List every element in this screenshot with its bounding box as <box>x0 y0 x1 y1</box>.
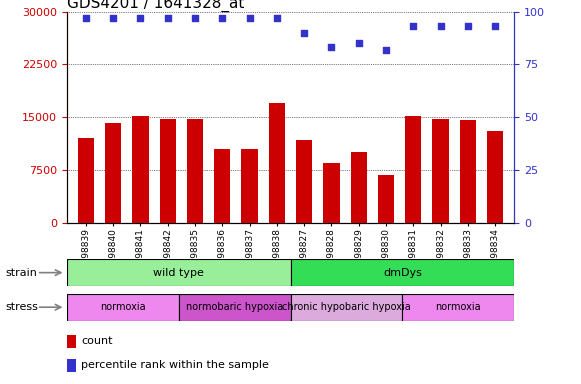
Point <box>136 15 145 21</box>
Text: chronic hypobaric hypoxia: chronic hypobaric hypoxia <box>282 302 411 312</box>
Point <box>354 40 363 46</box>
Point <box>436 23 445 30</box>
Point <box>272 15 282 21</box>
Point <box>81 15 91 21</box>
Bar <box>67 259 290 286</box>
Text: dmDys: dmDys <box>383 268 422 278</box>
Bar <box>241 149 258 223</box>
Bar <box>67 359 76 372</box>
Bar <box>105 123 121 223</box>
Bar <box>67 294 179 321</box>
Point <box>381 46 390 53</box>
Point <box>218 15 227 21</box>
Bar <box>487 131 503 223</box>
Bar <box>460 120 476 223</box>
Text: normoxia: normoxia <box>435 302 481 312</box>
Point <box>299 30 309 36</box>
Bar <box>78 138 94 223</box>
Bar <box>187 119 203 223</box>
Bar <box>67 335 76 348</box>
Bar <box>132 116 149 223</box>
Text: normobaric hypoxia: normobaric hypoxia <box>186 302 283 312</box>
Text: percentile rank within the sample: percentile rank within the sample <box>81 360 269 370</box>
Bar <box>160 119 176 223</box>
Text: stress: stress <box>6 302 39 312</box>
Bar <box>432 119 449 223</box>
Point <box>327 44 336 50</box>
Bar <box>403 294 514 321</box>
Point <box>191 15 200 21</box>
Text: count: count <box>81 336 112 346</box>
Bar <box>290 294 403 321</box>
Point <box>490 23 500 30</box>
Bar <box>405 116 421 223</box>
Bar <box>296 140 313 223</box>
Bar <box>179 294 290 321</box>
Bar <box>268 103 285 223</box>
Text: GDS4201 / 1641328_at: GDS4201 / 1641328_at <box>67 0 244 12</box>
Point <box>408 23 418 30</box>
Point <box>463 23 472 30</box>
Point <box>163 15 173 21</box>
Text: strain: strain <box>6 268 38 278</box>
Text: normoxia: normoxia <box>100 302 146 312</box>
Bar <box>378 175 394 223</box>
Bar <box>323 163 340 223</box>
Text: wild type: wild type <box>153 268 204 278</box>
Bar <box>214 149 231 223</box>
Bar <box>290 259 514 286</box>
Bar <box>350 152 367 223</box>
Point <box>109 15 118 21</box>
Point <box>245 15 254 21</box>
